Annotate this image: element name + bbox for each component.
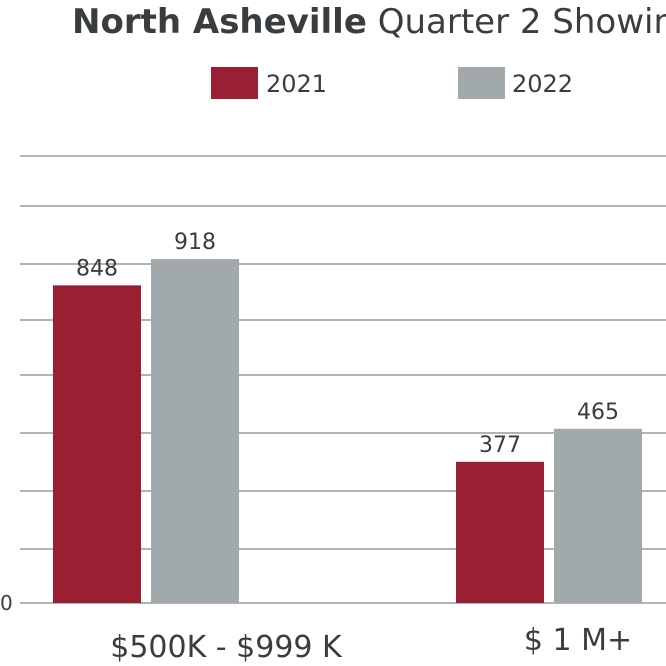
bar-2022-category-1 <box>554 428 642 603</box>
legend-label-2021: 2021 <box>266 70 327 98</box>
bar-2022-category-0 <box>151 259 239 603</box>
legend-swatch-2021 <box>211 67 258 99</box>
category-label-500k-999k: $500K - $999 K <box>110 630 343 665</box>
data-label-2022-category-0: 918 <box>174 230 216 255</box>
data-label-2021-category-1: 377 <box>479 433 521 458</box>
bar-2021-category-1 <box>456 461 544 603</box>
value-labels: 848 918 377 465 <box>76 230 619 458</box>
y-tick-label-0: 0 <box>0 591 13 615</box>
bars <box>53 259 642 603</box>
legend: 2021 2022 <box>211 67 573 99</box>
chart-title: North Asheville Quarter 2 Showings <box>72 2 666 42</box>
legend-swatch-2022 <box>458 67 505 99</box>
data-label-2021-category-0: 848 <box>76 256 118 281</box>
category-label-1m-plus: $ 1 M+ <box>524 623 632 658</box>
chart-title-bold: North Asheville <box>72 2 367 42</box>
chart-title-rest: Quarter 2 Showings <box>367 2 666 42</box>
data-label-2022-category-1: 465 <box>577 400 619 425</box>
legend-label-2022: 2022 <box>512 70 573 98</box>
bar-2021-category-0 <box>53 285 141 603</box>
